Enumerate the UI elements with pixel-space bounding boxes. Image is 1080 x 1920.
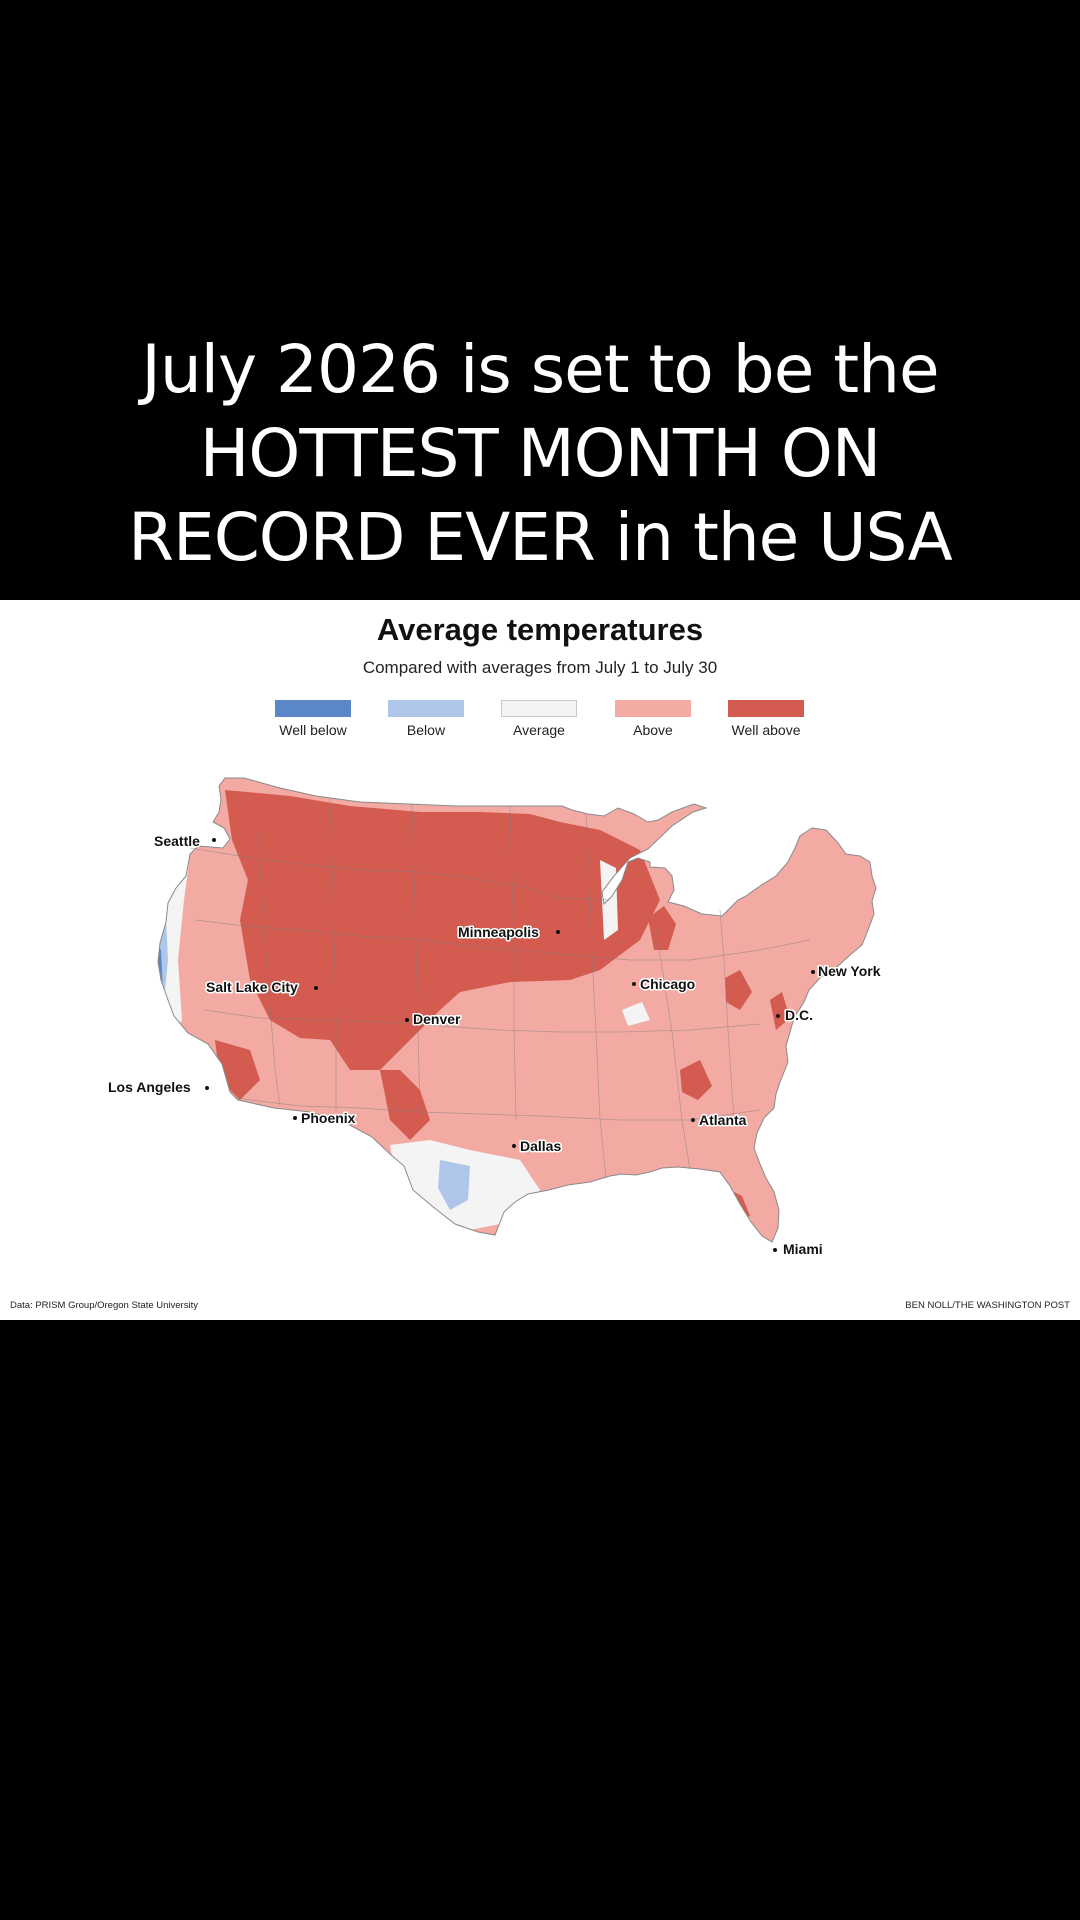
headline-line-1: July 2026 is set to be the: [141, 331, 939, 408]
legend-item-well-below: Well below: [253, 700, 373, 738]
headline-line-3: RECORD EVER in the USA: [128, 499, 953, 576]
atlanta-dot: [691, 1118, 695, 1122]
us-outline: [157, 777, 877, 1243]
city-label-dallas: Dallas: [520, 1138, 561, 1154]
map-title: Average temperatures: [376, 612, 704, 647]
state-borders: [189, 797, 811, 1179]
legend-label-well-above: Well above: [731, 722, 801, 738]
border-line-3: [204, 1009, 761, 1033]
dallas-dot: [512, 1144, 516, 1148]
legend-swatch-below: [388, 700, 464, 717]
north-central-well-above-region: [225, 790, 660, 1070]
phoenix-dot: [293, 1116, 297, 1120]
map-panel: Average temperatures Compared with avera…: [0, 600, 1080, 1320]
map-fill: [158, 778, 876, 1242]
salt-lake-city-dot: [314, 986, 318, 990]
map-credit: BEN NOLL/THE WASHINGTON POST: [905, 1300, 1070, 1311]
midwest-average-patch: [622, 1002, 650, 1026]
city-label-chicago: Chicago: [640, 976, 695, 992]
city-markers: Seattle Minneapolis Salt Lake City Chica…: [107, 832, 883, 1259]
vertical-border-line-1: [257, 829, 281, 1107]
denver-dot: [405, 1018, 409, 1022]
legend-swatch-average: [501, 700, 577, 717]
chicago-dot: [632, 982, 636, 986]
new-york-dot: [811, 970, 815, 974]
us-temperature-map: Seattle Minneapolis Salt Lake City Chica…: [107, 777, 883, 1259]
southwest-well-above-patch: [380, 1070, 430, 1140]
minneapolis-dot: [556, 930, 560, 934]
headline: July 2026 is set to be the HOTTEST MONTH…: [0, 328, 1080, 580]
ohio-well-above-patch: [725, 970, 752, 1010]
headline-line-2: HOTTEST MONTH ON: [199, 415, 881, 492]
legend-swatch-well-above: [728, 700, 804, 717]
city-label-miami: Miami: [783, 1241, 823, 1257]
vertical-border-line-6: [655, 929, 691, 1171]
legend-label-above: Above: [633, 722, 673, 738]
legend-label-below: Below: [406, 722, 446, 738]
city-label-atlanta: Atlanta: [699, 1112, 747, 1128]
michigan-well-above-patch: [648, 906, 676, 950]
texas-below-region: [438, 1160, 470, 1210]
seattle-dot: [212, 838, 216, 842]
legend-item-above: Above: [593, 700, 713, 738]
vertical-border-line-3: [411, 803, 421, 1113]
border-line-4: [234, 1097, 761, 1121]
city-label-los-angeles: Los Angeles: [108, 1079, 191, 1095]
legend-item-well-above: Well above: [706, 700, 826, 738]
legend-swatch-well-below: [275, 700, 351, 717]
legend-swatch-above: [615, 700, 691, 717]
dc-dot: [776, 1014, 780, 1018]
city-label-dc: D.C.: [785, 1007, 813, 1023]
legend-item-below: Below: [366, 700, 486, 738]
legend-item-average: Average: [479, 700, 599, 738]
city-label-denver: Denver: [413, 1011, 461, 1027]
city-label-minneapolis: Minneapolis: [458, 924, 539, 940]
border-line-2: [194, 919, 811, 961]
northern-border-line-1: [189, 847, 611, 901]
legend-label-well-below: Well below: [279, 722, 347, 738]
vertical-border-line-4: [509, 805, 517, 1121]
city-label-phoenix: Phoenix: [301, 1110, 356, 1126]
mid-atlantic-well-above-patch: [770, 992, 790, 1030]
vertical-border-line-7: [719, 909, 735, 1121]
map-subtitle: Compared with averages from July 1 to Ju…: [362, 658, 718, 677]
city-label-seattle: Seattle: [154, 833, 200, 849]
los-angeles-dot: [205, 1086, 209, 1090]
southeast-well-above-patch: [680, 1060, 712, 1100]
legend-label-average: Average: [513, 722, 565, 738]
vertical-border-line-5: [585, 813, 607, 1179]
miami-dot: [773, 1248, 777, 1252]
city-label-salt-lake-city: Salt Lake City: [206, 979, 298, 995]
data-source: Data: PRISM Group/Oregon State Universit…: [10, 1300, 198, 1311]
city-label-new-york: New York: [818, 963, 881, 979]
vertical-border-line-2: [329, 797, 337, 1112]
